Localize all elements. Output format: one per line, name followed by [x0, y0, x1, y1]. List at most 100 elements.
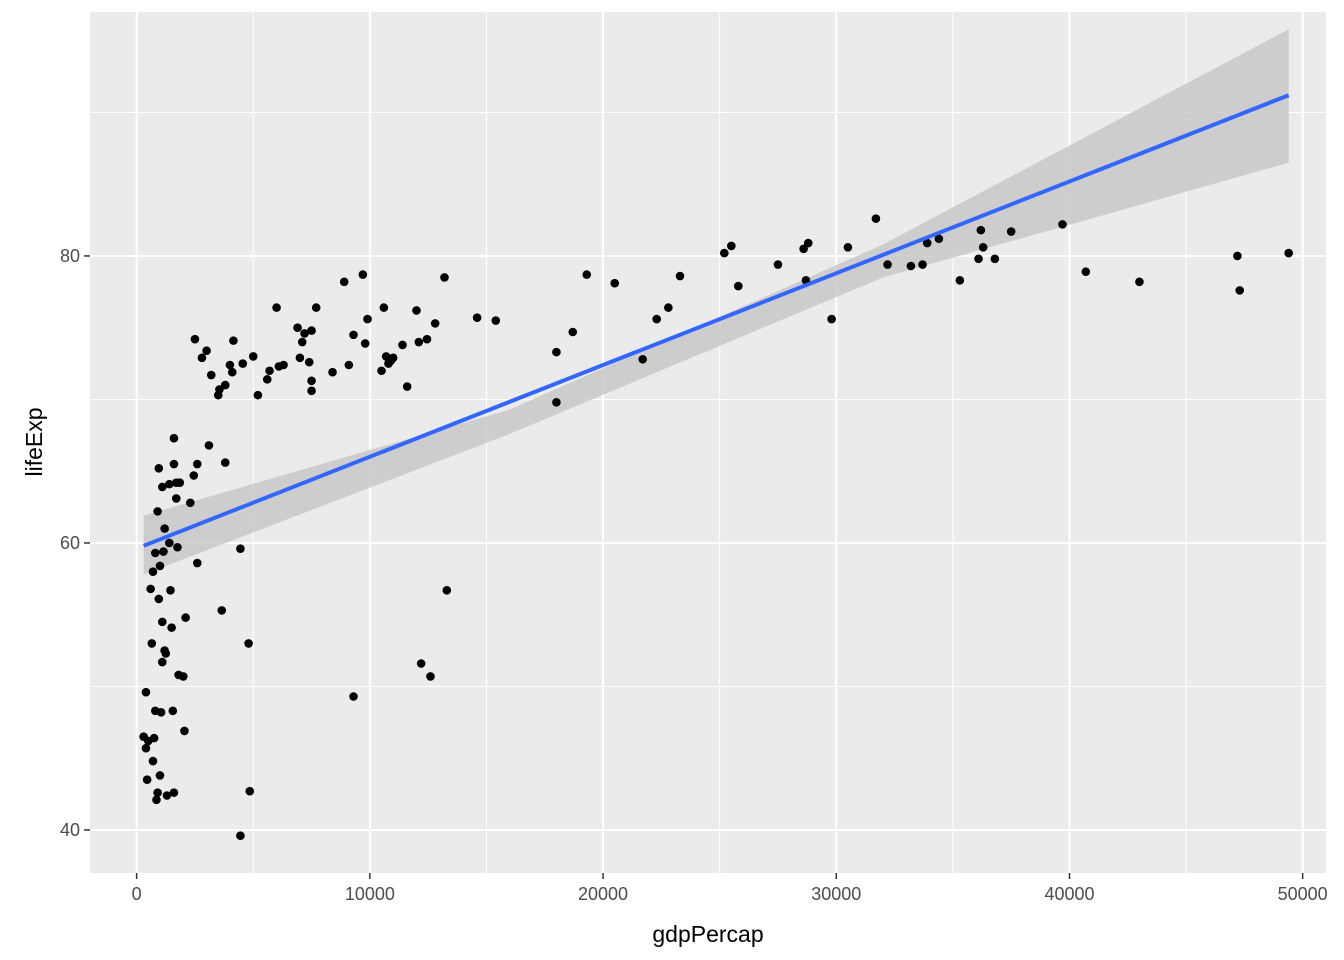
data-point: [610, 278, 620, 288]
data-point: [843, 243, 853, 252]
major-gridlines: [90, 12, 1326, 873]
data-point: [377, 366, 386, 376]
data-point: [773, 260, 783, 269]
data-point: [799, 244, 808, 254]
data-point: [426, 672, 435, 681]
data-point: [164, 479, 174, 489]
data-point: [307, 326, 316, 335]
data-point: [153, 788, 162, 797]
data-point: [164, 538, 174, 548]
data-point: [262, 375, 272, 384]
data-point: [238, 359, 248, 368]
data-point: [1006, 227, 1016, 236]
confidence-ribbon: [143, 29, 1289, 575]
data-point: [192, 558, 202, 568]
data-point: [955, 276, 965, 285]
data-point: [185, 498, 195, 508]
data-point: [472, 313, 482, 322]
data-point: [552, 398, 561, 407]
data-point: [206, 370, 216, 380]
data-point: [440, 273, 449, 282]
data-point: [190, 334, 200, 344]
x-axis-title: gdpPercap: [652, 921, 763, 947]
data-point: [727, 241, 736, 251]
data-point: [582, 270, 592, 279]
data-point: [430, 319, 440, 328]
data-point: [300, 329, 309, 338]
data-point: [253, 390, 263, 400]
data-point: [244, 639, 253, 648]
data-point: [157, 617, 167, 627]
data-point: [720, 248, 729, 258]
data-point: [272, 303, 281, 312]
data-point: [161, 649, 171, 658]
x-tick-label: 10000: [345, 884, 395, 904]
data-point: [1233, 251, 1242, 261]
data-point: [360, 339, 370, 348]
data-point: [1081, 267, 1091, 277]
data-point: [918, 260, 927, 269]
data-point: [922, 238, 932, 248]
data-point: [638, 354, 648, 364]
data-point: [363, 314, 372, 324]
data-point: [180, 726, 189, 736]
data-point: [974, 254, 983, 264]
data-point: [307, 376, 316, 386]
data-point: [422, 334, 432, 344]
data-point: [171, 494, 181, 503]
data-point: [227, 367, 237, 377]
data-point: [398, 340, 407, 350]
data-point: [236, 544, 245, 553]
data-point: [160, 524, 169, 533]
data-point: [169, 459, 179, 469]
data-point: [934, 234, 944, 244]
data-point: [220, 458, 230, 467]
x-tick-label: 0: [132, 884, 142, 904]
data-point: [192, 459, 202, 469]
x-tick-label: 40000: [1044, 884, 1094, 904]
data-point: [202, 346, 211, 355]
data-point: [307, 386, 316, 396]
data-point: [157, 482, 167, 492]
data-point: [304, 357, 314, 367]
data-point: [379, 303, 389, 312]
data-point: [1058, 220, 1067, 229]
data-point: [175, 478, 185, 487]
data-point: [141, 743, 151, 753]
data-point: [265, 366, 274, 376]
data-point: [148, 756, 158, 766]
data-point: [146, 584, 155, 594]
data-point: [297, 337, 307, 347]
data-point: [169, 788, 179, 797]
data-point: [152, 795, 161, 805]
data-point: [150, 548, 160, 558]
data-point: [344, 360, 354, 370]
data-point: [220, 380, 230, 390]
data-point: [311, 303, 321, 312]
data-point: [178, 672, 188, 681]
data-point: [162, 791, 172, 800]
data-point: [827, 314, 836, 324]
data-point: [491, 316, 501, 325]
data-point: [149, 733, 159, 743]
data-point: [402, 382, 412, 391]
data-point: [245, 786, 255, 796]
data-point: [173, 542, 182, 552]
data-point: [153, 507, 162, 516]
data-point: [229, 336, 238, 345]
data-point: [154, 594, 164, 604]
data-point: [871, 214, 881, 223]
x-tick-label: 50000: [1278, 884, 1328, 904]
data-point: [197, 353, 207, 363]
data-point: [155, 771, 165, 780]
data-point: [295, 353, 305, 363]
data-point: [568, 327, 578, 337]
data-point: [142, 775, 152, 785]
data-point: [349, 330, 358, 340]
x-tick-label: 30000: [811, 884, 861, 904]
data-point: [416, 659, 426, 668]
data-point: [159, 547, 168, 556]
data-point: [236, 831, 245, 840]
data-point: [978, 243, 988, 252]
